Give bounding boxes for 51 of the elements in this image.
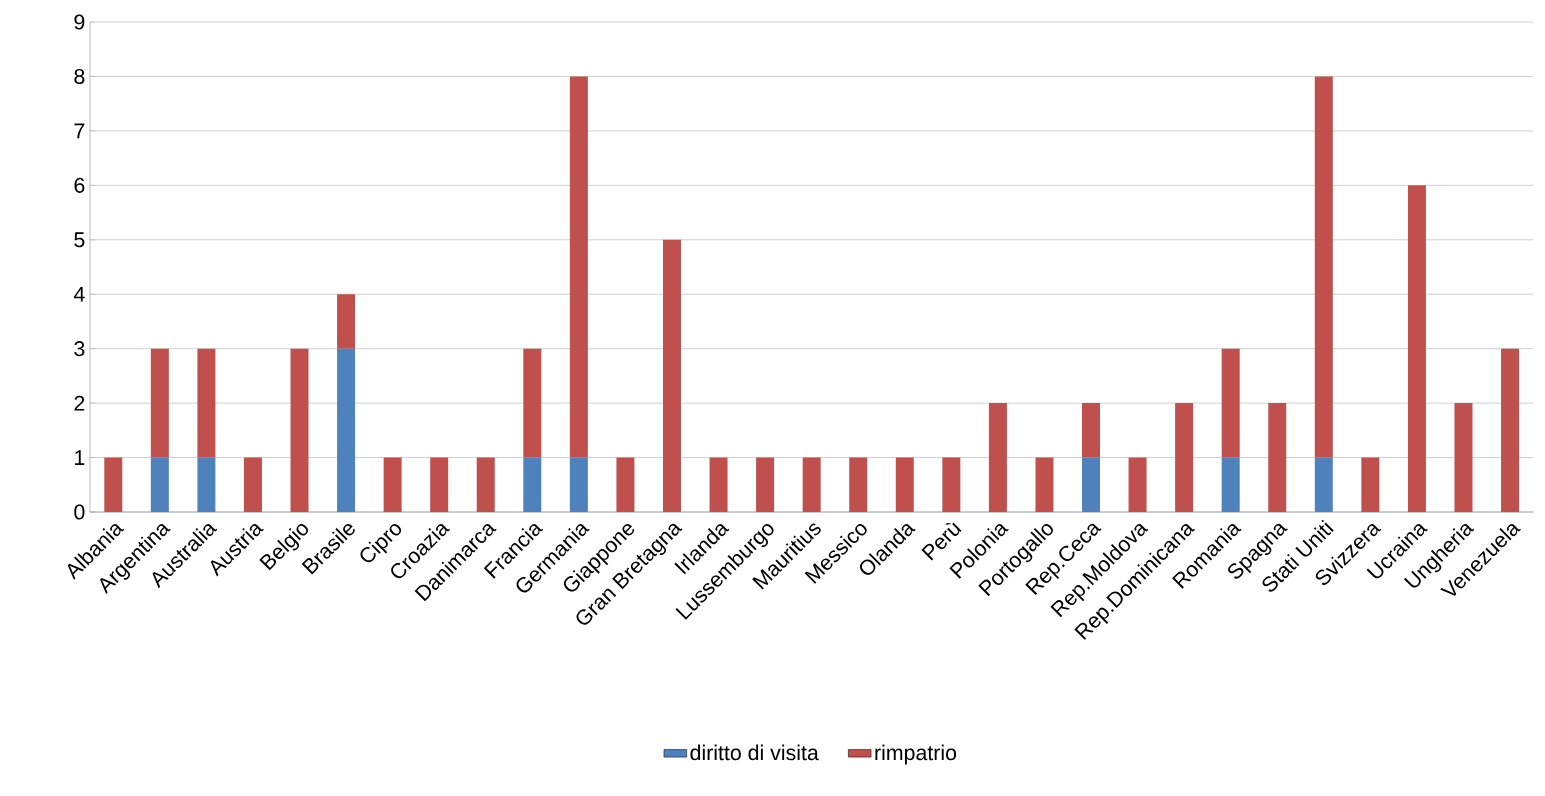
bar <box>569 457 588 512</box>
bar <box>337 348 356 512</box>
bar <box>1501 348 1520 512</box>
bar <box>662 239 681 512</box>
bar <box>849 457 868 512</box>
bar <box>1128 457 1147 512</box>
bar <box>1035 457 1054 512</box>
bar <box>1082 403 1101 458</box>
bar <box>1268 403 1287 512</box>
y-tick-label: 2 <box>74 395 85 411</box>
legend-label: rimpatrio <box>875 744 957 765</box>
y-tick-label: 3 <box>74 341 85 357</box>
bar <box>197 457 216 512</box>
y-tick-label: 6 <box>74 177 85 193</box>
y-tick-label: 5 <box>74 232 85 248</box>
y-tick-label: 7 <box>74 123 85 139</box>
bar <box>1175 403 1194 512</box>
bar <box>104 457 123 512</box>
y-tick-label: 9 <box>74 14 85 30</box>
bar <box>430 457 449 512</box>
bar <box>523 457 542 512</box>
bar <box>197 348 216 458</box>
bar <box>1361 457 1380 512</box>
bar <box>1221 348 1240 458</box>
y-tick-label: 4 <box>73 286 85 302</box>
bar <box>383 457 402 512</box>
bar <box>523 348 542 458</box>
bar <box>802 457 821 512</box>
bar <box>942 457 961 512</box>
bar <box>243 457 262 512</box>
bar <box>1082 457 1101 512</box>
bar <box>616 457 635 512</box>
bar <box>290 348 309 512</box>
bar <box>569 76 588 458</box>
legend-label: diritto di visita <box>690 744 819 761</box>
bar <box>476 457 495 512</box>
bar <box>150 457 169 512</box>
y-tick-label: 1 <box>75 450 85 465</box>
bar <box>1454 403 1473 512</box>
bar <box>1314 76 1333 458</box>
bar <box>1221 457 1240 512</box>
bar <box>1407 185 1426 512</box>
bar <box>150 348 169 458</box>
y-tick-label: 0 <box>74 504 85 520</box>
bar <box>709 457 728 512</box>
y-tick-label: 8 <box>74 68 85 85</box>
bar <box>337 294 356 349</box>
bar <box>895 457 914 512</box>
bar <box>1314 457 1333 512</box>
bar <box>756 457 775 512</box>
bar <box>988 403 1007 512</box>
